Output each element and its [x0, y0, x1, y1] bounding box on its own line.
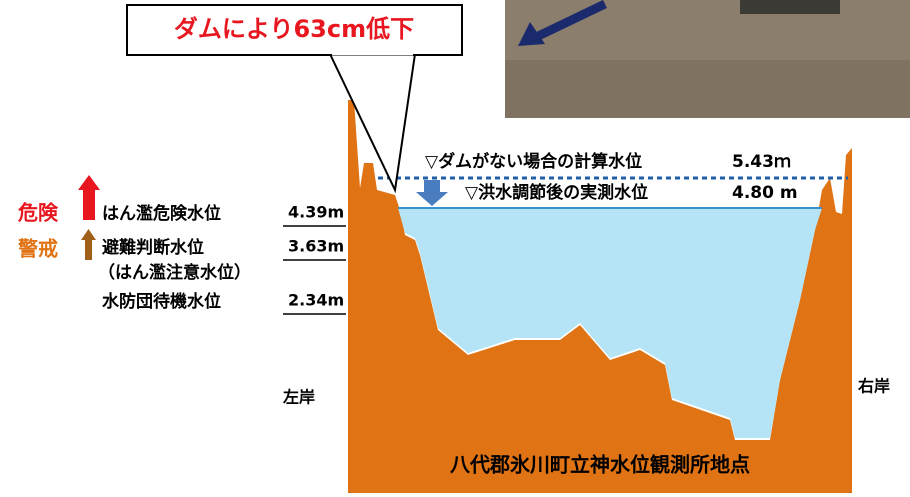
left-bank: 左岸 [282, 388, 315, 407]
danger-label: はん濫危険水位 [102, 203, 221, 224]
warning-label: 避難判断水位 [102, 237, 204, 258]
warning-value: 3.63m [288, 237, 344, 256]
warning-tag: 警戒 [18, 237, 58, 261]
right-bank: 右岸 [858, 377, 890, 396]
warning-arrow [81, 229, 96, 260]
water [398, 208, 822, 438]
standby-value: 2.34m [288, 291, 344, 310]
no-dam-label: ▽ダムがない場合の計算水位 [425, 151, 642, 172]
danger-arrow [78, 175, 100, 220]
no-dam-value: 5.43ｍ [732, 152, 791, 172]
actual-label: ▽洪水調節後の実測水位 [465, 182, 648, 203]
callout: ダムにより63cm低下 [126, 4, 463, 194]
danger-tag: 危険 [18, 201, 59, 225]
drop-arrow [416, 180, 448, 206]
actual-value: 4.80 m [732, 183, 798, 203]
photo [505, 0, 910, 118]
location: 八代郡氷川町立神水位観測所地点 [450, 453, 750, 477]
warning-note: （はん濫注意水位） [98, 262, 251, 283]
standby-label: 水防団待機水位 [102, 291, 221, 312]
callout-text: ダムにより63cm低下 [174, 15, 414, 43]
terrain [348, 100, 852, 493]
danger-value: 4.39m [288, 203, 344, 222]
